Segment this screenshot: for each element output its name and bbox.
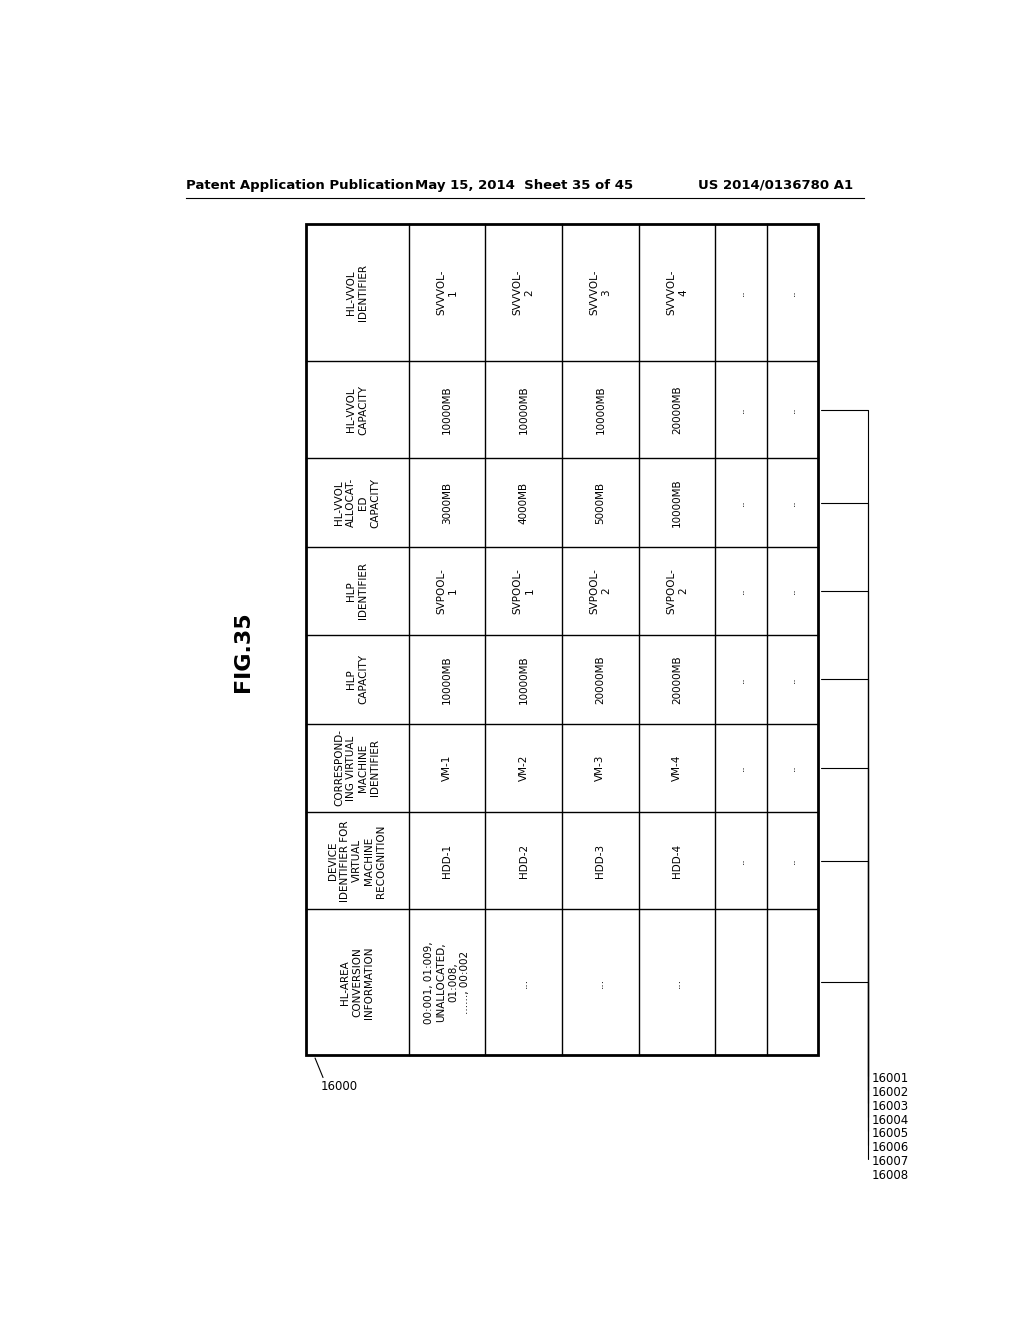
Text: SVVVOL-
1: SVVVOL- 1 <box>436 269 458 315</box>
Text: 16007: 16007 <box>872 1155 909 1168</box>
Text: ...: ... <box>518 977 528 987</box>
Text: ...: ... <box>595 977 605 987</box>
Text: HDD-2: HDD-2 <box>518 843 528 878</box>
Text: 4000MB: 4000MB <box>518 482 528 524</box>
Text: HL-VVOL
CAPACITY: HL-VVOL CAPACITY <box>346 384 369 434</box>
Text: CORRESPOND-
ING VIRTUAL
MACHINE
IDENTIFIER: CORRESPOND- ING VIRTUAL MACHINE IDENTIFI… <box>335 730 380 807</box>
Text: ..: .. <box>736 499 746 506</box>
Text: 20000MB: 20000MB <box>672 385 682 434</box>
Text: 20000MB: 20000MB <box>672 655 682 704</box>
Text: ..: .. <box>787 676 797 682</box>
Text: ...: ... <box>672 977 682 987</box>
Text: SVVVOL-
2: SVVVOL- 2 <box>513 269 535 315</box>
Text: FIG.35: FIG.35 <box>232 611 253 692</box>
Text: 10000MB: 10000MB <box>442 385 452 434</box>
Text: ..: .. <box>787 407 797 413</box>
Text: 10000MB: 10000MB <box>595 385 605 434</box>
Text: 10000MB: 10000MB <box>518 655 528 704</box>
Text: 16008: 16008 <box>872 1170 909 1183</box>
Bar <box>306 224 818 1056</box>
Text: 5000MB: 5000MB <box>595 482 605 524</box>
Text: 16005: 16005 <box>872 1127 909 1140</box>
Text: 16002: 16002 <box>872 1086 909 1100</box>
Text: SVPOOL-
2: SVPOOL- 2 <box>666 568 688 614</box>
Text: 10000MB: 10000MB <box>442 655 452 704</box>
Text: 3000MB: 3000MB <box>442 482 452 524</box>
Text: 10000MB: 10000MB <box>518 385 528 434</box>
Text: VM-3: VM-3 <box>595 755 605 781</box>
Text: SVVVOL-
4: SVVVOL- 4 <box>666 269 688 315</box>
Text: 00:001, 01:009,
UNALLOCATED,
01:008,
......, 00:002: 00:001, 01:009, UNALLOCATED, 01:008, ...… <box>424 941 470 1024</box>
Text: ..: .. <box>736 858 746 865</box>
Text: ..: .. <box>736 407 746 413</box>
Text: 16000: 16000 <box>321 1080 357 1093</box>
Text: ..: .. <box>736 676 746 682</box>
Text: HDD-1: HDD-1 <box>442 843 452 878</box>
Text: Patent Application Publication: Patent Application Publication <box>186 178 414 191</box>
Text: 20000MB: 20000MB <box>595 655 605 704</box>
Text: ..: .. <box>736 289 746 296</box>
Text: HLP
CAPACITY: HLP CAPACITY <box>346 655 369 705</box>
Text: ..: .. <box>787 858 797 865</box>
Text: SVPOOL-
1: SVPOOL- 1 <box>513 568 535 614</box>
Text: HL-VVOL
ALLOCAT-
ED
CAPACITY: HL-VVOL ALLOCAT- ED CAPACITY <box>335 478 380 528</box>
Text: ..: .. <box>787 289 797 296</box>
Text: SVVVOL-
3: SVVVOL- 3 <box>590 269 611 315</box>
Text: ..: .. <box>787 764 797 771</box>
Text: VM-1: VM-1 <box>442 755 452 781</box>
Text: 16006: 16006 <box>872 1142 909 1155</box>
Text: HL-VVOL
IDENTIFIER: HL-VVOL IDENTIFIER <box>346 264 369 321</box>
Text: HDD-4: HDD-4 <box>672 843 682 878</box>
Text: HLP
IDENTIFIER: HLP IDENTIFIER <box>346 562 369 619</box>
Text: ..: .. <box>787 587 797 594</box>
Text: May 15, 2014  Sheet 35 of 45: May 15, 2014 Sheet 35 of 45 <box>415 178 633 191</box>
Text: 16001: 16001 <box>872 1072 909 1085</box>
Text: SVPOOL-
2: SVPOOL- 2 <box>590 568 611 614</box>
Text: 16003: 16003 <box>872 1100 909 1113</box>
Text: ..: .. <box>736 764 746 771</box>
Text: SVPOOL-
1: SVPOOL- 1 <box>436 568 458 614</box>
Text: HDD-3: HDD-3 <box>595 843 605 878</box>
Text: DEVICE
IDENTIFIER FOR
VIRTUAL
MACHINE
RECOGNITION: DEVICE IDENTIFIER FOR VIRTUAL MACHINE RE… <box>329 820 386 902</box>
Text: ..: .. <box>787 499 797 506</box>
Text: VM-4: VM-4 <box>672 755 682 781</box>
Text: ..: .. <box>736 587 746 594</box>
Text: US 2014/0136780 A1: US 2014/0136780 A1 <box>697 178 853 191</box>
Text: HL-AREA
CONVERSION
INFORMATION: HL-AREA CONVERSION INFORMATION <box>340 946 375 1019</box>
Text: 10000MB: 10000MB <box>672 478 682 527</box>
Text: 16004: 16004 <box>872 1114 909 1127</box>
Text: VM-2: VM-2 <box>518 755 528 781</box>
